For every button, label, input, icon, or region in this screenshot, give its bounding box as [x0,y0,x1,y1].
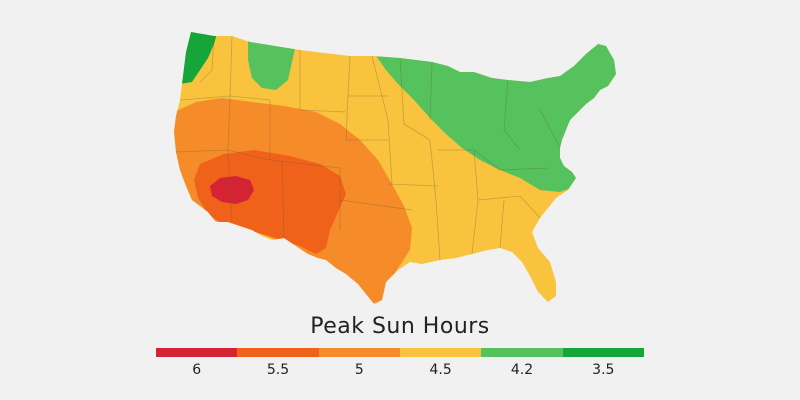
state-borders [175,35,561,261]
legend-swatch-5-5 [237,348,319,357]
legend-swatch-3-5 [562,348,644,357]
legend-label-4-2: 4.2 [510,362,534,378]
legend-swatch-4-2 [481,348,563,357]
legend-swatch-5 [318,348,400,357]
legend-label-3-5: 3.5 [592,362,615,378]
legend-label-4-5: 4.5 [429,362,452,378]
legend-color-bar [156,348,644,357]
legend-label-6: 6 [192,362,202,378]
us-map [174,32,616,304]
zone-southwest [194,150,346,254]
zone-pacific-northwest-coast [180,32,218,84]
legend-swatch-4-5 [399,348,482,357]
zone-southern-california-desert [210,176,254,204]
legend-labels: 6 5.5 5 4.5 4.2 3.5 [156,362,644,384]
legend-title: Peak Sun Hours [310,314,490,339]
legend-label-5: 5 [354,362,364,378]
legend-swatch-6 [156,348,238,357]
legend-label-5-5: 5.5 [266,362,290,378]
zone-northern-minnesota [248,36,296,90]
